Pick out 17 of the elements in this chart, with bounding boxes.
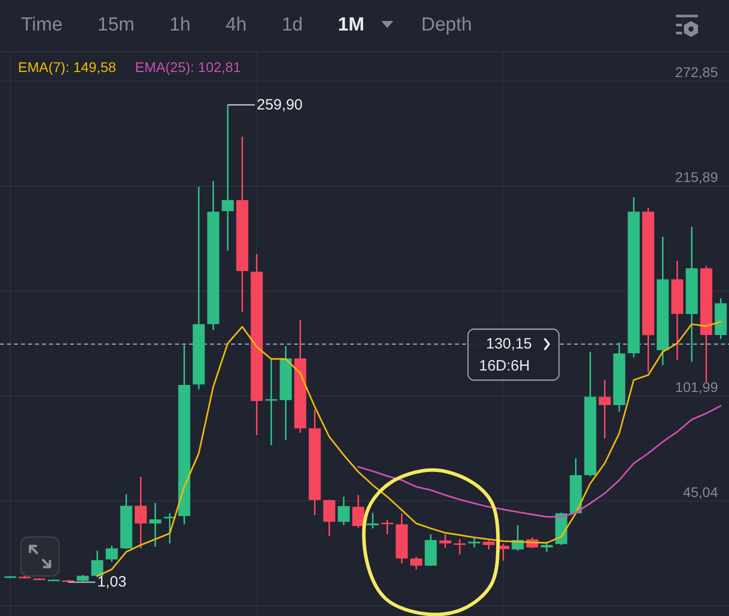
annotation: 1,03 [97,574,126,591]
annotation: 16D:6H [479,358,530,375]
y-tick-label: 215,89 [675,169,718,186]
y-tick-label: 272,85 [675,64,718,80]
annotation: 1h [169,14,191,36]
text: EMA(7): 149,58 [18,59,116,75]
text: EMA(25): 102,81 [135,59,242,75]
annotation: Depth [421,14,472,36]
annotation: 1M [338,14,364,36]
y-tick-label: 101,99 [675,379,718,396]
annotation: Time [21,14,63,36]
annotation: 1d [282,14,303,36]
y-tick-label: 45,04 [682,484,718,500]
annotation: 4h [226,14,247,36]
annotation: 259,90 [256,96,303,114]
ref-line-label: 130,15 [486,336,532,353]
annotation: 15m [98,14,134,36]
